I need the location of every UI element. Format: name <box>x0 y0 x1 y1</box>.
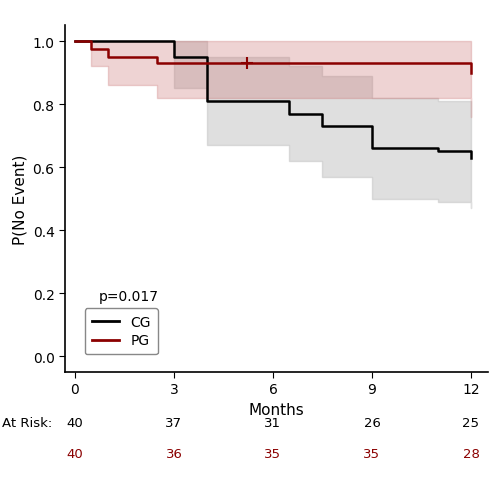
Text: At Risk:: At Risk: <box>2 416 53 429</box>
Text: 37: 37 <box>166 416 182 429</box>
Text: 35: 35 <box>364 447 380 460</box>
Text: 26: 26 <box>364 416 380 429</box>
Text: 28: 28 <box>462 447 479 460</box>
Text: 31: 31 <box>264 416 281 429</box>
X-axis label: Months: Months <box>248 402 304 417</box>
Text: p=0.017: p=0.017 <box>99 289 159 303</box>
Text: 40: 40 <box>66 416 84 429</box>
Text: 36: 36 <box>166 447 182 460</box>
Text: 40: 40 <box>66 447 84 460</box>
Legend: CG, PG: CG, PG <box>84 309 158 355</box>
Text: 25: 25 <box>462 416 479 429</box>
Text: 35: 35 <box>264 447 281 460</box>
Y-axis label: P(No Event): P(No Event) <box>12 154 27 244</box>
